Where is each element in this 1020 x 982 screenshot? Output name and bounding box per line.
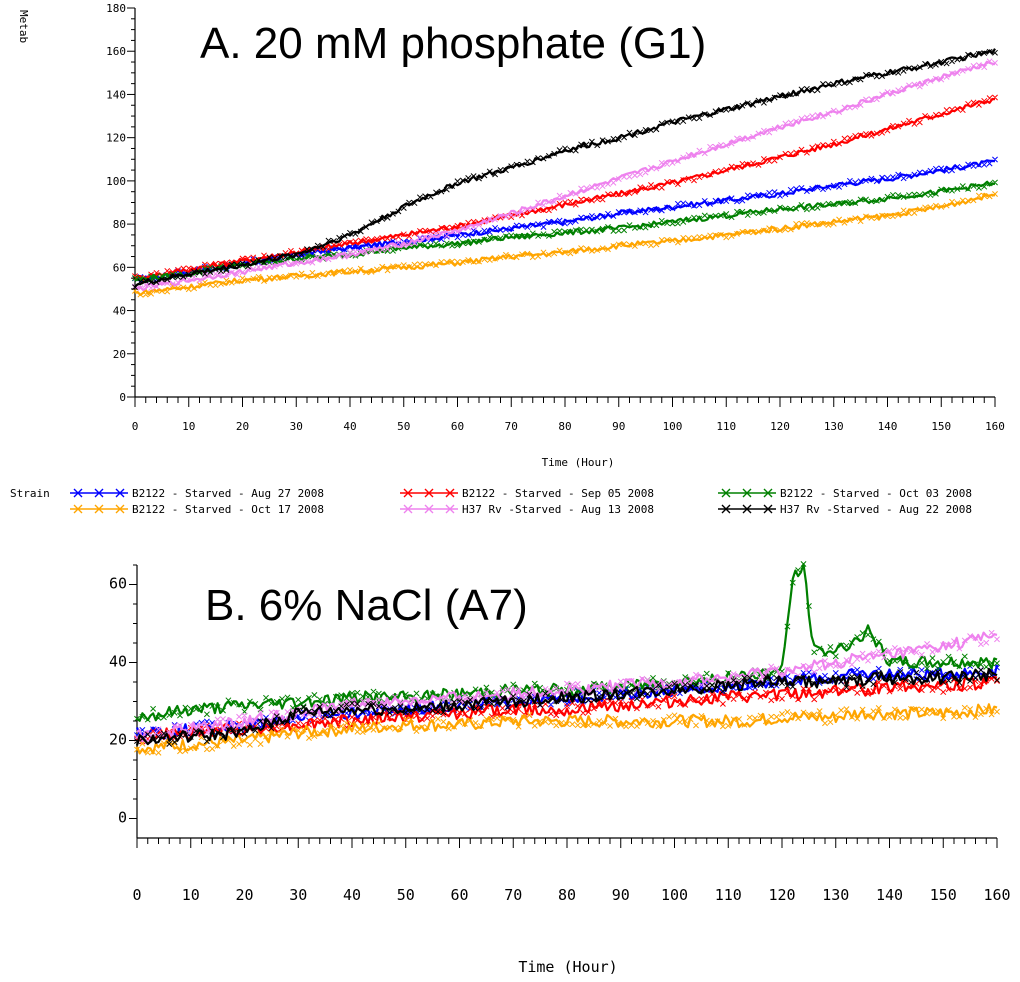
y-tick-label: 120 bbox=[106, 132, 126, 145]
legend-entry: B2122 - Starved - Aug 27 2008 bbox=[70, 487, 324, 500]
legend-entry: B2122 - Starved - Oct 03 2008 bbox=[718, 487, 972, 500]
y-tick-label: 80 bbox=[113, 218, 126, 231]
chart-b-xlabel: Time (Hour) bbox=[518, 958, 617, 976]
x-tick-label: 40 bbox=[343, 420, 356, 433]
x-tick-label: 120 bbox=[768, 886, 795, 904]
series-4 bbox=[134, 703, 1000, 756]
legend-entry: H37 Rv -Starved - Aug 22 2008 bbox=[718, 503, 972, 516]
legend: Strain B2122 - Starved - Aug 27 2008 B212… bbox=[10, 487, 972, 516]
chart-a: 0 10 20 30 40 50 60 70 80 90 100 110 120 130 140 150 160… bbox=[17, 2, 1005, 469]
legend-label: B2122 - Starved - Sep 05 2008 bbox=[462, 487, 654, 500]
y-tick-label: 20 bbox=[113, 348, 126, 361]
legend-label: H37 Rv -Starved - Aug 13 2008 bbox=[462, 503, 654, 516]
series-4 bbox=[132, 191, 998, 298]
chart-a-series-group bbox=[132, 48, 998, 298]
legend-swatch-marker bbox=[403, 488, 455, 498]
legend-label: B2122 - Starved - Aug 27 2008 bbox=[132, 487, 324, 500]
chart-b-title: B. 6% NaCl (A7) bbox=[205, 581, 528, 630]
x-tick-label: 120 bbox=[770, 420, 790, 433]
x-tick-label: 60 bbox=[451, 420, 464, 433]
legend-label: H37 Rv -Starved - Aug 22 2008 bbox=[780, 503, 972, 516]
x-tick-label: 0 bbox=[132, 420, 139, 433]
y-tick-label: 60 bbox=[113, 261, 126, 274]
chart-a-ylabel: Metab bbox=[17, 10, 30, 43]
x-tick-label: 80 bbox=[558, 420, 571, 433]
legend-label: B2122 - Starved - Oct 17 2008 bbox=[132, 503, 324, 516]
x-tick-label: 150 bbox=[931, 420, 951, 433]
y-tick-label: 140 bbox=[106, 88, 126, 101]
series-markers bbox=[132, 48, 998, 291]
y-tick-label: 0 bbox=[118, 809, 127, 827]
y-tick-label: 40 bbox=[109, 653, 127, 671]
x-tick-label: 70 bbox=[504, 886, 522, 904]
y-tick-label: 180 bbox=[106, 2, 126, 15]
chart-a-ticks: 0 10 20 30 40 50 60 70 80 90 100 110 120 130 140 150 160… bbox=[106, 2, 1005, 433]
x-tick-label: 130 bbox=[824, 420, 844, 433]
series-markers bbox=[132, 191, 998, 298]
legend-entry: B2122 - Starved - Sep 05 2008 bbox=[400, 487, 654, 500]
x-tick-label: 90 bbox=[612, 886, 630, 904]
chart-b-series-group bbox=[134, 561, 1000, 756]
legend-swatch-marker bbox=[73, 488, 125, 498]
x-tick-label: 110 bbox=[716, 420, 736, 433]
x-tick-label: 20 bbox=[235, 886, 253, 904]
series-5 bbox=[132, 58, 998, 292]
x-tick-label: 110 bbox=[715, 886, 742, 904]
chart-a-title: A. 20 mM phosphate (G1) bbox=[200, 19, 706, 68]
x-tick-label: 130 bbox=[822, 886, 849, 904]
y-tick-label: 60 bbox=[109, 575, 127, 593]
x-tick-label: 70 bbox=[505, 420, 518, 433]
legend-entry: B2122 - Starved - Oct 17 2008 bbox=[70, 503, 324, 516]
legend-swatch-marker bbox=[73, 504, 125, 514]
chart-a-xlabel: Time (Hour) bbox=[542, 456, 615, 469]
legend-swatch-marker bbox=[721, 504, 773, 514]
legend-label: B2122 - Starved - Oct 03 2008 bbox=[780, 487, 972, 500]
series-markers bbox=[134, 667, 1000, 747]
x-tick-label: 80 bbox=[558, 886, 576, 904]
series-6 bbox=[134, 667, 1000, 747]
x-tick-label: 30 bbox=[290, 420, 303, 433]
series-line bbox=[134, 192, 996, 296]
x-tick-label: 0 bbox=[132, 886, 141, 904]
x-tick-label: 100 bbox=[663, 420, 683, 433]
y-tick-label: 40 bbox=[113, 305, 126, 318]
legend-swatch-marker bbox=[721, 488, 773, 498]
chart-b: 0 10 20 30 40 50 60 70 80 90 100 110 120 130 140 150 160… bbox=[109, 561, 1011, 976]
series-line bbox=[136, 675, 998, 743]
x-tick-label: 50 bbox=[397, 420, 410, 433]
x-tick-label: 100 bbox=[661, 886, 688, 904]
y-tick-label: 20 bbox=[109, 731, 127, 749]
x-tick-label: 140 bbox=[876, 886, 903, 904]
series-line bbox=[135, 703, 998, 755]
x-tick-label: 50 bbox=[397, 886, 415, 904]
x-tick-label: 160 bbox=[985, 420, 1005, 433]
series-line bbox=[135, 667, 998, 746]
series-6 bbox=[132, 48, 998, 291]
x-tick-label: 10 bbox=[182, 420, 195, 433]
y-tick-label: 100 bbox=[106, 175, 126, 188]
x-tick-label: 160 bbox=[983, 886, 1010, 904]
x-tick-label: 10 bbox=[182, 886, 200, 904]
legend-swatch-marker bbox=[403, 504, 455, 514]
x-tick-label: 60 bbox=[450, 886, 468, 904]
y-tick-label: 0 bbox=[119, 391, 126, 404]
legend-title: Strain bbox=[10, 487, 50, 500]
x-tick-label: 140 bbox=[878, 420, 898, 433]
x-tick-label: 150 bbox=[930, 886, 957, 904]
chart-b-ticks: 0 10 20 30 40 50 60 70 80 90 100 110 120 130 140 150 160… bbox=[109, 564, 1011, 904]
x-tick-label: 90 bbox=[612, 420, 625, 433]
y-tick-label: 160 bbox=[106, 45, 126, 58]
x-tick-label: 40 bbox=[343, 886, 361, 904]
x-tick-label: 30 bbox=[289, 886, 307, 904]
series-markers bbox=[134, 704, 1000, 756]
series-markers bbox=[132, 58, 998, 292]
legend-entry: H37 Rv -Starved - Aug 13 2008 bbox=[400, 503, 654, 516]
x-tick-label: 20 bbox=[236, 420, 249, 433]
